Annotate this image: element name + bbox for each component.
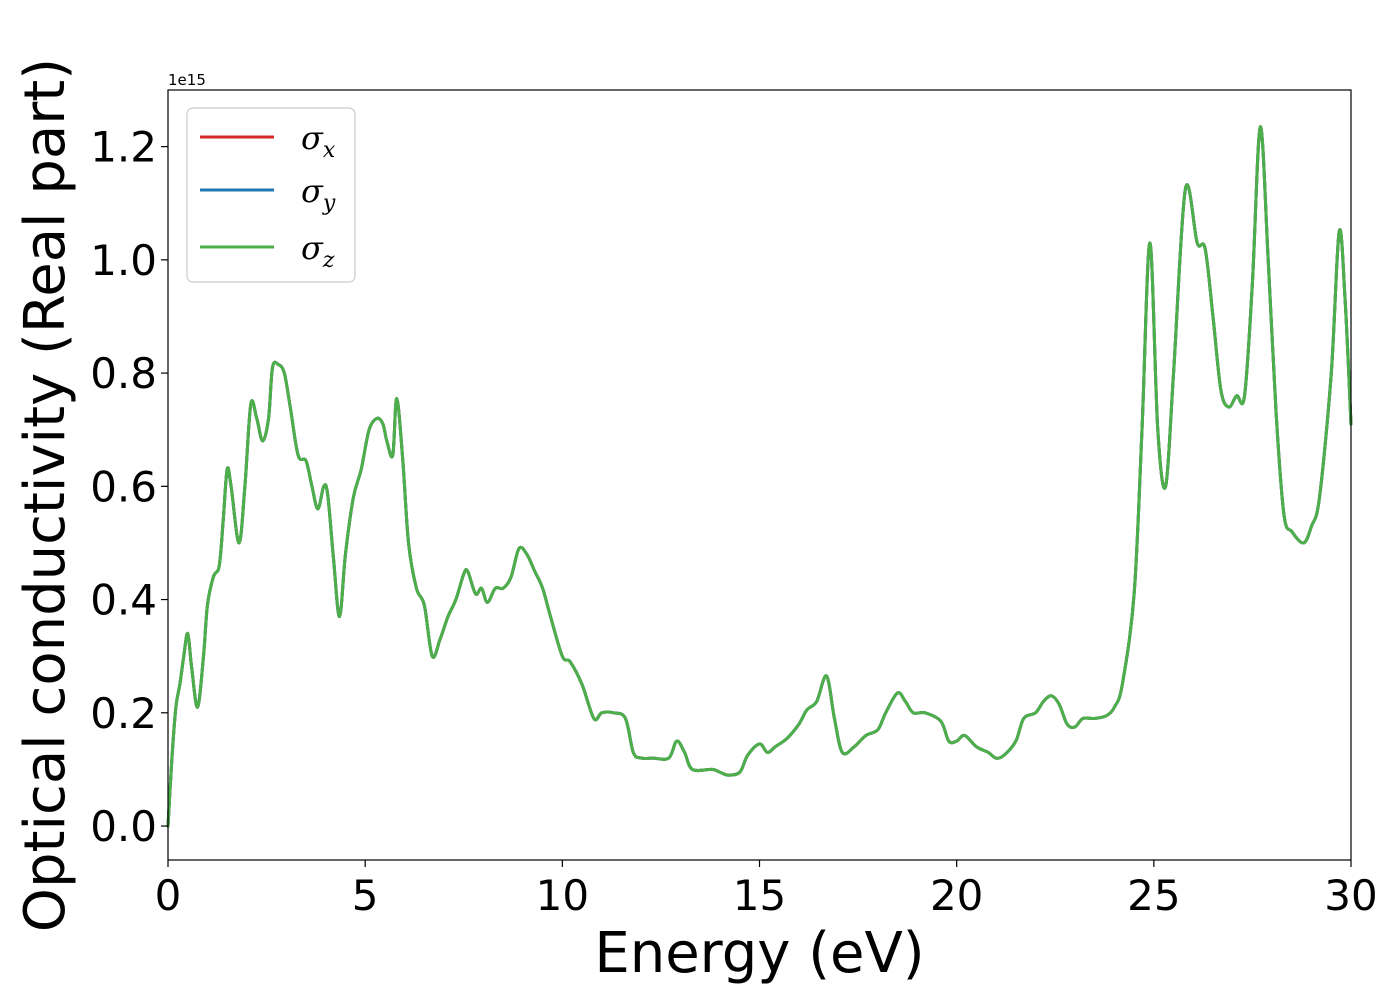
x-tick-label: 5 bbox=[352, 871, 379, 920]
legend-subscript: x bbox=[323, 138, 336, 163]
plot-frame bbox=[167, 89, 1352, 861]
legend-symbol: σ bbox=[301, 119, 324, 157]
x-axis-title: Energy (eV) bbox=[594, 921, 924, 986]
series-layer bbox=[166, 125, 1353, 828]
legend-label: σx bbox=[301, 119, 336, 163]
x-tick-label: 30 bbox=[1324, 871, 1377, 920]
x-tick-label: 25 bbox=[1127, 871, 1180, 920]
y-tick-label: 0.6 bbox=[90, 462, 157, 511]
legend-box bbox=[186, 107, 356, 283]
y-tick-label: 0.4 bbox=[90, 576, 157, 625]
legend-symbol: σ bbox=[301, 172, 324, 210]
y-tick-label: 0.8 bbox=[90, 349, 157, 398]
legend-subscript: z bbox=[322, 248, 335, 273]
y-tick-label: 1.2 bbox=[90, 123, 157, 172]
y-offset-label: 1e15 bbox=[168, 71, 206, 89]
x-tick-label: 20 bbox=[930, 871, 983, 920]
x-tick-label: 0 bbox=[155, 871, 182, 920]
y-tick-label: 0.0 bbox=[90, 802, 157, 851]
legend-label: σz bbox=[301, 229, 335, 273]
legend-label: σy bbox=[301, 172, 336, 216]
y-axis-ticks: 0.0 0.2 0.4 0.6 0.8 1.0 1.2 bbox=[90, 123, 168, 851]
legend-subscript: y bbox=[322, 191, 336, 216]
y-tick-label: 0.2 bbox=[90, 689, 157, 738]
y-tick-label: 1.0 bbox=[90, 236, 157, 285]
y-axis-title: Optical conductivity (Real part) bbox=[13, 58, 78, 932]
legend-symbol: σ bbox=[301, 229, 324, 267]
series-line-sigma-z bbox=[166, 125, 1353, 828]
x-axis-ticks: 0 5 10 15 20 25 30 bbox=[155, 860, 1378, 920]
x-tick-label: 10 bbox=[536, 871, 589, 920]
x-tick-label: 15 bbox=[733, 871, 786, 920]
